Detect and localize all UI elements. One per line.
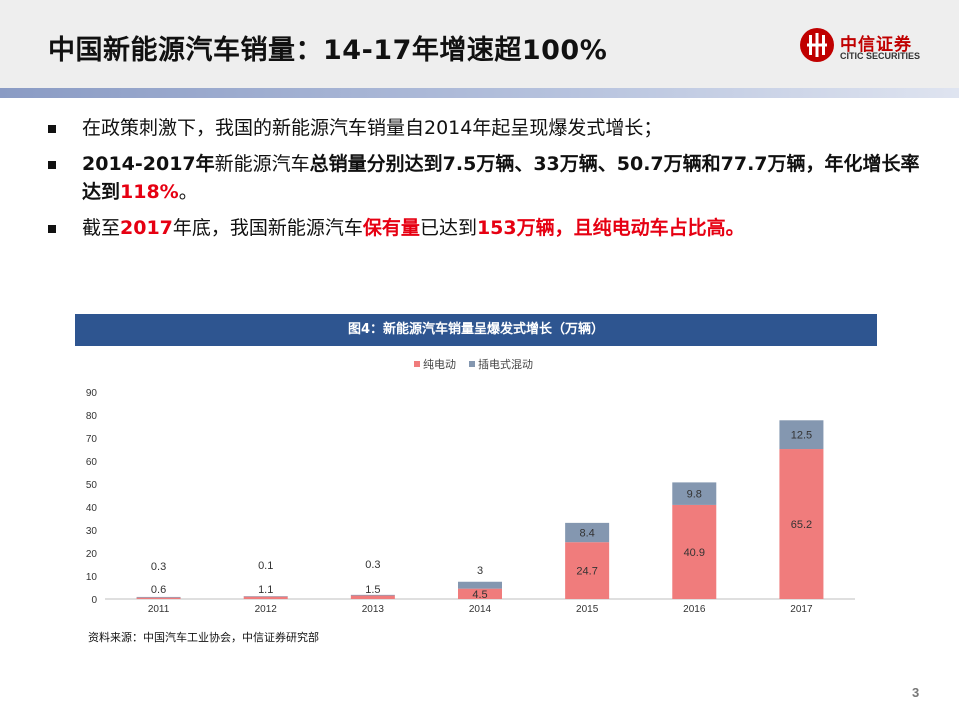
data-label: 12.5	[791, 430, 812, 442]
legend-swatch	[414, 361, 420, 367]
x-tick-label: 2017	[790, 604, 813, 615]
data-label: 8.4	[579, 528, 594, 540]
header-divider	[0, 88, 959, 98]
data-label: 3	[477, 565, 483, 577]
data-label: 9.8	[687, 489, 702, 501]
y-tick-label: 80	[86, 411, 98, 422]
bar-segment	[565, 542, 610, 599]
legend-label: 纯电动	[423, 358, 456, 371]
bullet-item: 截至2017年底，我国新能源汽车保有量已达到153万辆，且纯电动车占比高。	[44, 214, 924, 242]
bullet-text: 截至	[82, 217, 121, 239]
y-tick-label: 40	[86, 503, 98, 514]
bullet-text: 新能源汽车	[214, 153, 310, 175]
y-tick-label: 30	[86, 526, 98, 537]
bullet-text: 已达到	[419, 217, 477, 239]
bullet-item: 2014-2017年新能源汽车总销量分别达到7.5万辆、33万辆、50.7万辆和…	[44, 150, 924, 206]
bullet-square-icon	[48, 161, 56, 169]
bar-segment	[779, 449, 824, 599]
bar-segment	[243, 596, 288, 597]
bullet-text: 。	[178, 181, 198, 203]
data-label: 40.9	[684, 547, 705, 559]
stacked-bar-chart: 纯电动 插电式混动 0 10 20 30 40 50 60 70 80 90 0.6 0.3 2011 1.1…	[86, 357, 855, 615]
bar-segment	[458, 581, 502, 589]
x-tick-label: 2015	[576, 604, 599, 615]
page-title: 中国新能源汽车销量：14-17年增速超100%	[48, 35, 608, 66]
bar-segment	[136, 596, 181, 598]
data-label: 4.5	[472, 589, 487, 601]
bar-segment	[350, 594, 395, 596]
bar-segment	[458, 588, 502, 599]
data-label: 0.3	[365, 559, 380, 571]
logo-name-en: CITIC SECURITIES	[840, 51, 921, 61]
bullet-square-icon	[48, 225, 56, 233]
legend-swatch	[469, 361, 475, 367]
bullet-text: 118%	[120, 181, 179, 203]
legend-label: 插电式混动	[478, 357, 533, 371]
x-tick-label: 2011	[148, 604, 170, 615]
bar-segment	[243, 596, 288, 599]
chart-area: 纯电动 插电式混动 0 10 20 30 40 50 60 70 80 90 0.6 0.3 2011 1.1…	[75, 346, 877, 626]
bullet-text: 2014-2017年	[82, 153, 215, 175]
data-label: 1.5	[365, 584, 380, 596]
x-tick-label: 2012	[255, 604, 278, 615]
y-tick-label: 60	[86, 457, 98, 468]
bullet-text: 在政策刺激下，我国的新能源汽车销量自2014年起呈现爆发式增长；	[82, 117, 663, 139]
x-tick-label: 2016	[683, 604, 706, 615]
citic-logo-icon	[800, 28, 834, 62]
y-tick-label: 10	[86, 572, 98, 583]
data-label: 0.3	[151, 561, 166, 573]
bar-segment	[672, 504, 717, 599]
source-note: 资料来源：中国汽车工业协会，中信证券研究部	[88, 631, 319, 644]
data-label: 0.1	[258, 560, 273, 572]
logo-name-cn: 中信证券	[840, 35, 912, 55]
bullet-square-icon	[48, 125, 56, 133]
bullet-text: 153万辆，且纯电动车占比高。	[476, 217, 745, 239]
bullet-text: 2017	[120, 217, 173, 239]
x-tick-label: 2013	[362, 604, 385, 615]
slide-header	[0, 0, 959, 88]
bar-segment	[136, 597, 181, 599]
data-label: 1.1	[258, 584, 273, 596]
y-tick-label: 20	[86, 549, 98, 560]
data-label: 65.2	[791, 519, 812, 531]
x-tick-label: 2014	[469, 604, 492, 615]
y-tick-label: 0	[91, 595, 97, 606]
y-tick-label: 70	[86, 434, 98, 445]
bullet-text: 总销量分别达到7.5万辆、33万辆、50.7万辆和77.7万辆，年化增长率达到	[82, 153, 920, 203]
chart-title: 图4：新能源汽车销量呈爆发式增长（万辆）	[75, 314, 877, 346]
bullet-text: 保有量	[362, 217, 420, 239]
y-tick-label: 90	[86, 388, 98, 399]
y-tick-label: 50	[86, 480, 98, 491]
bar-segment	[350, 595, 395, 599]
bullet-list: 在政策刺激下，我国的新能源汽车销量自2014年起呈现爆发式增长； 2014-201…	[44, 114, 924, 250]
company-logo: 中信证券 CITIC SECURITIES	[800, 28, 940, 68]
bullet-text: 年底，我国新能源汽车	[172, 217, 363, 239]
bar-segment	[672, 482, 717, 505]
data-label: 24.7	[576, 566, 597, 578]
page-number: 3	[912, 685, 920, 700]
bar-segment	[779, 420, 824, 450]
bar-segment	[565, 522, 610, 543]
data-label: 0.6	[151, 584, 166, 596]
bullet-item: 在政策刺激下，我国的新能源汽车销量自2014年起呈现爆发式增长；	[44, 114, 924, 142]
